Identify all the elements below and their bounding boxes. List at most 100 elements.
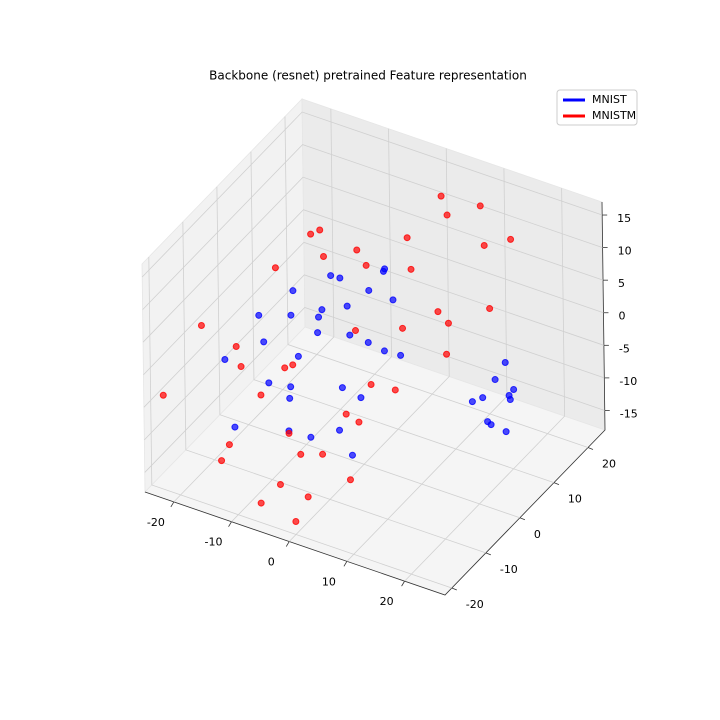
point	[327, 272, 335, 280]
point	[271, 264, 279, 272]
point	[362, 261, 370, 269]
point	[304, 493, 312, 501]
z-tick-label: 0	[618, 310, 625, 323]
point	[353, 246, 361, 254]
y-tick	[451, 587, 457, 591]
point	[491, 376, 499, 384]
z-tick-label: -5	[619, 342, 630, 355]
x-grid-line	[288, 148, 450, 542]
point	[336, 426, 344, 434]
point	[307, 230, 315, 238]
point	[257, 391, 265, 399]
legend: MNIST MNISTM	[556, 89, 638, 126]
point	[501, 359, 509, 367]
point	[434, 308, 442, 316]
point	[265, 379, 273, 387]
x-tick	[228, 521, 232, 527]
point	[286, 394, 294, 402]
y-tick	[553, 482, 560, 486]
x-tick-label: -20	[147, 516, 165, 529]
point	[231, 423, 239, 431]
point	[343, 302, 351, 310]
y-tick	[587, 447, 594, 450]
x-tick-label: -10	[205, 536, 223, 549]
z-tick-label: -10	[619, 375, 637, 388]
z-tick-label: 5	[618, 277, 625, 290]
point	[221, 356, 229, 364]
z-grid-line	[143, 241, 605, 408]
point	[507, 235, 515, 243]
point	[197, 322, 205, 330]
point	[342, 410, 350, 418]
x-tick-label: 0	[268, 556, 275, 569]
point	[437, 192, 445, 200]
z-grid-line	[141, 111, 603, 278]
point	[367, 381, 375, 389]
y-grid-line	[216, 186, 521, 519]
point	[287, 311, 295, 319]
chart-title: Backbone (resnet) pretrained Feature rep…	[209, 69, 527, 83]
point	[480, 241, 488, 249]
z-grid-line	[144, 306, 605, 473]
point	[338, 384, 346, 392]
x-tick	[285, 541, 290, 547]
point	[346, 331, 354, 339]
z-grid-line	[143, 209, 604, 376]
axis-line	[144, 201, 606, 596]
point	[346, 476, 354, 484]
z-grid-line	[142, 144, 603, 310]
x-tick	[401, 580, 405, 587]
point	[479, 394, 487, 402]
series	[159, 192, 515, 525]
y-tick-label: -20	[466, 598, 484, 611]
point	[159, 391, 167, 399]
y-tick	[485, 552, 491, 556]
point	[307, 433, 315, 441]
x-tick	[343, 561, 348, 567]
point	[289, 361, 297, 369]
point	[380, 347, 388, 355]
point	[510, 386, 518, 394]
point	[276, 480, 284, 488]
z-grid-line	[144, 274, 605, 441]
x-tick-label: 20	[380, 595, 394, 608]
point	[486, 305, 494, 313]
legend-label: MNIST	[592, 93, 627, 106]
legend-label: MNISTM	[592, 109, 636, 122]
point	[297, 450, 305, 458]
y-tick-label: 20	[602, 458, 616, 471]
point	[232, 342, 240, 350]
y-grid-line	[182, 221, 486, 554]
point	[365, 286, 373, 294]
point	[443, 350, 451, 358]
point	[319, 450, 327, 458]
point	[294, 352, 302, 360]
point	[399, 324, 407, 332]
point	[364, 338, 372, 346]
point	[444, 319, 452, 327]
point	[502, 428, 510, 436]
point	[381, 265, 389, 273]
point	[355, 418, 363, 426]
point	[351, 327, 359, 335]
point	[391, 386, 399, 394]
point	[318, 306, 326, 314]
point	[443, 211, 451, 219]
x-grid-line	[404, 188, 566, 582]
point	[289, 287, 297, 295]
x-tick-label: 10	[322, 575, 336, 588]
point	[260, 338, 268, 346]
point	[348, 451, 356, 459]
point	[403, 234, 411, 242]
point	[315, 313, 323, 321]
point	[320, 253, 328, 261]
z-tick-label: -15	[620, 407, 638, 420]
point	[476, 202, 484, 210]
point	[316, 226, 324, 234]
y-grid-line	[250, 151, 555, 484]
point	[357, 394, 365, 402]
y-grid-line	[284, 116, 589, 448]
point	[255, 311, 263, 319]
